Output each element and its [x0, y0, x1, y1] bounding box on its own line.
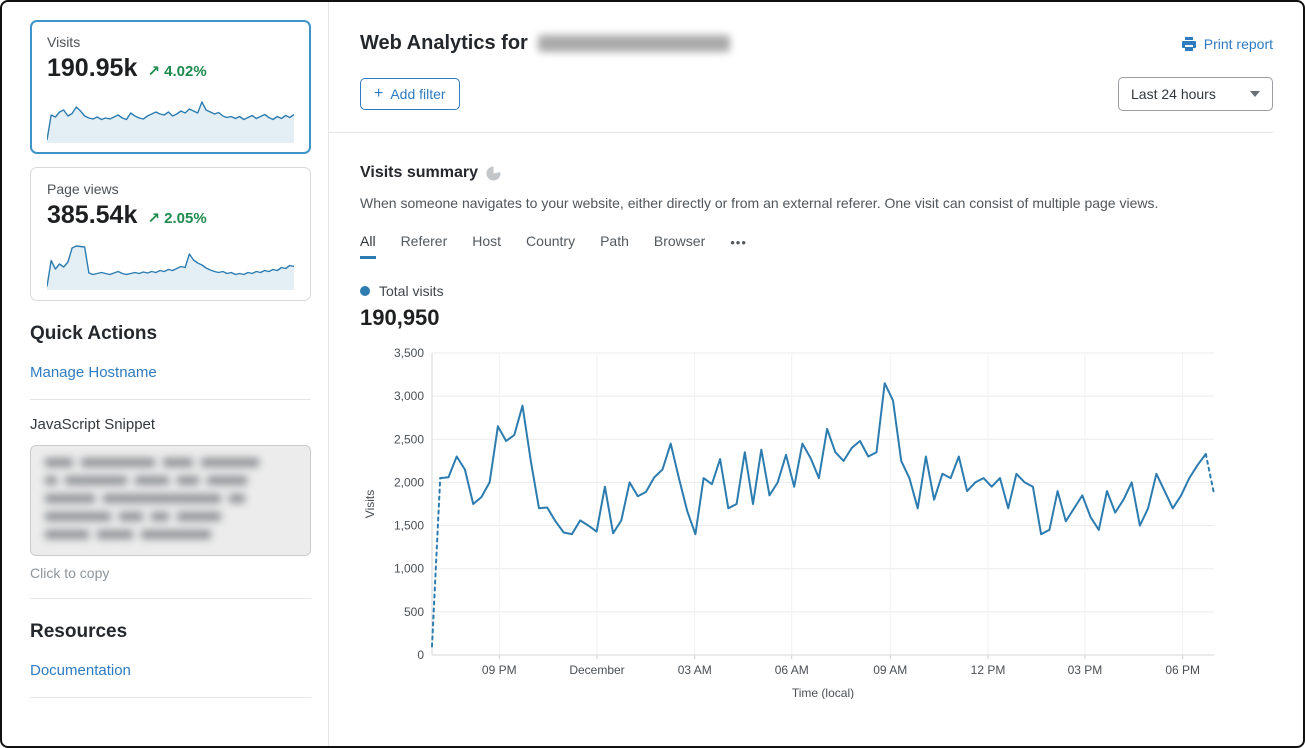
redacted-site-domain	[537, 35, 730, 52]
documentation-link[interactable]: Documentation	[30, 662, 131, 679]
svg-text:1,000: 1,000	[394, 562, 424, 576]
divider	[30, 598, 311, 599]
visits-sparkline	[47, 101, 294, 143]
svg-text:09 PM: 09 PM	[482, 663, 517, 677]
legend-dot-icon	[360, 286, 370, 296]
trend-up-arrow-icon: ↗	[147, 63, 160, 80]
sidebar: Visits 190.95k ↗ 4.02% Page views 385.54…	[2, 2, 329, 746]
more-tabs-ellipsis-icon[interactable]: •••	[730, 235, 747, 250]
trend-up-arrow-icon: ↗	[147, 210, 160, 227]
redacted-code-line	[45, 530, 296, 539]
page-views-sparkline	[47, 245, 294, 290]
chevron-down-icon	[1250, 91, 1260, 97]
svg-text:Visits: Visits	[363, 490, 377, 518]
svg-text:2,000: 2,000	[394, 475, 424, 489]
redacted-code-line	[45, 494, 296, 503]
tab-host[interactable]: Host	[472, 233, 502, 249]
svg-text:06 AM: 06 AM	[775, 663, 809, 677]
chart-legend: Total visits	[360, 283, 1273, 299]
metric-card-page-views[interactable]: Page views 385.54k ↗ 2.05%	[30, 167, 311, 301]
tab-all[interactable]: All	[360, 233, 376, 259]
svg-text:09 AM: 09 AM	[873, 663, 907, 677]
metric-value: 190.95k	[47, 54, 138, 82]
visits-summary-description: When someone navigates to your website, …	[360, 195, 1159, 211]
manage-hostname-link[interactable]: Manage Hostname	[30, 364, 157, 381]
add-filter-button[interactable]: + Add filter	[360, 78, 460, 110]
tab-browser[interactable]: Browser	[653, 233, 706, 249]
tab-country[interactable]: Country	[526, 233, 576, 249]
redacted-code-line	[45, 512, 296, 521]
click-to-copy-hint: Click to copy	[30, 565, 110, 581]
redacted-code-line	[45, 476, 296, 485]
svg-text:Time (local): Time (local)	[792, 686, 854, 699]
metric-value: 385.54k	[47, 201, 138, 229]
quick-actions-heading: Quick Actions	[30, 323, 158, 344]
svg-text:03 PM: 03 PM	[1068, 663, 1103, 677]
visits-summary-title: Visits summary	[360, 164, 478, 181]
metric-label: Visits	[47, 34, 81, 50]
print-report-link[interactable]: Print report	[1181, 36, 1273, 52]
svg-text:2,500: 2,500	[394, 432, 424, 446]
divider	[30, 399, 311, 400]
main-content: Web Analytics for Print report + Add fil…	[329, 2, 1303, 746]
pie-chart-icon	[486, 165, 501, 180]
resources-heading: Resources	[30, 621, 128, 642]
legend-label: Total visits	[379, 283, 444, 299]
svg-text:03 AM: 03 AM	[678, 663, 712, 677]
svg-text:0: 0	[417, 648, 424, 662]
visits-chart: 0 500 1,000 1,500 2,000 2,500 3,000 3,500 09 PM D…	[363, 346, 1215, 699]
svg-text:December: December	[569, 663, 624, 677]
tab-path[interactable]: Path	[600, 233, 629, 249]
metric-delta: ↗ 2.05%	[147, 210, 207, 227]
redacted-code-line	[45, 458, 296, 467]
divider	[329, 132, 1273, 133]
divider	[30, 697, 311, 698]
summary-tabs: All Referer Host Country Path Browser ••…	[360, 233, 1273, 259]
metric-delta: ↗ 4.02%	[147, 63, 207, 80]
svg-text:3,000: 3,000	[394, 389, 424, 403]
printer-icon	[1181, 36, 1196, 51]
svg-text:500: 500	[404, 605, 424, 619]
javascript-snippet-label: JavaScript Snippet	[30, 416, 156, 433]
svg-text:12 PM: 12 PM	[971, 663, 1006, 677]
time-range-value: Last 24 hours	[1131, 86, 1216, 102]
tab-referer[interactable]: Referer	[400, 233, 448, 249]
javascript-snippet-code-box[interactable]	[30, 445, 311, 556]
page-title: Web Analytics for	[360, 32, 528, 54]
svg-text:3,500: 3,500	[394, 346, 424, 360]
time-range-dropdown[interactable]: Last 24 hours	[1118, 77, 1273, 111]
svg-text:1,500: 1,500	[394, 519, 424, 533]
metric-label: Page views	[47, 181, 119, 197]
total-visits-value: 190,950	[360, 305, 440, 330]
metric-card-visits[interactable]: Visits 190.95k ↗ 4.02%	[30, 20, 311, 154]
svg-text:06 PM: 06 PM	[1165, 663, 1200, 677]
plus-icon: +	[374, 85, 384, 102]
